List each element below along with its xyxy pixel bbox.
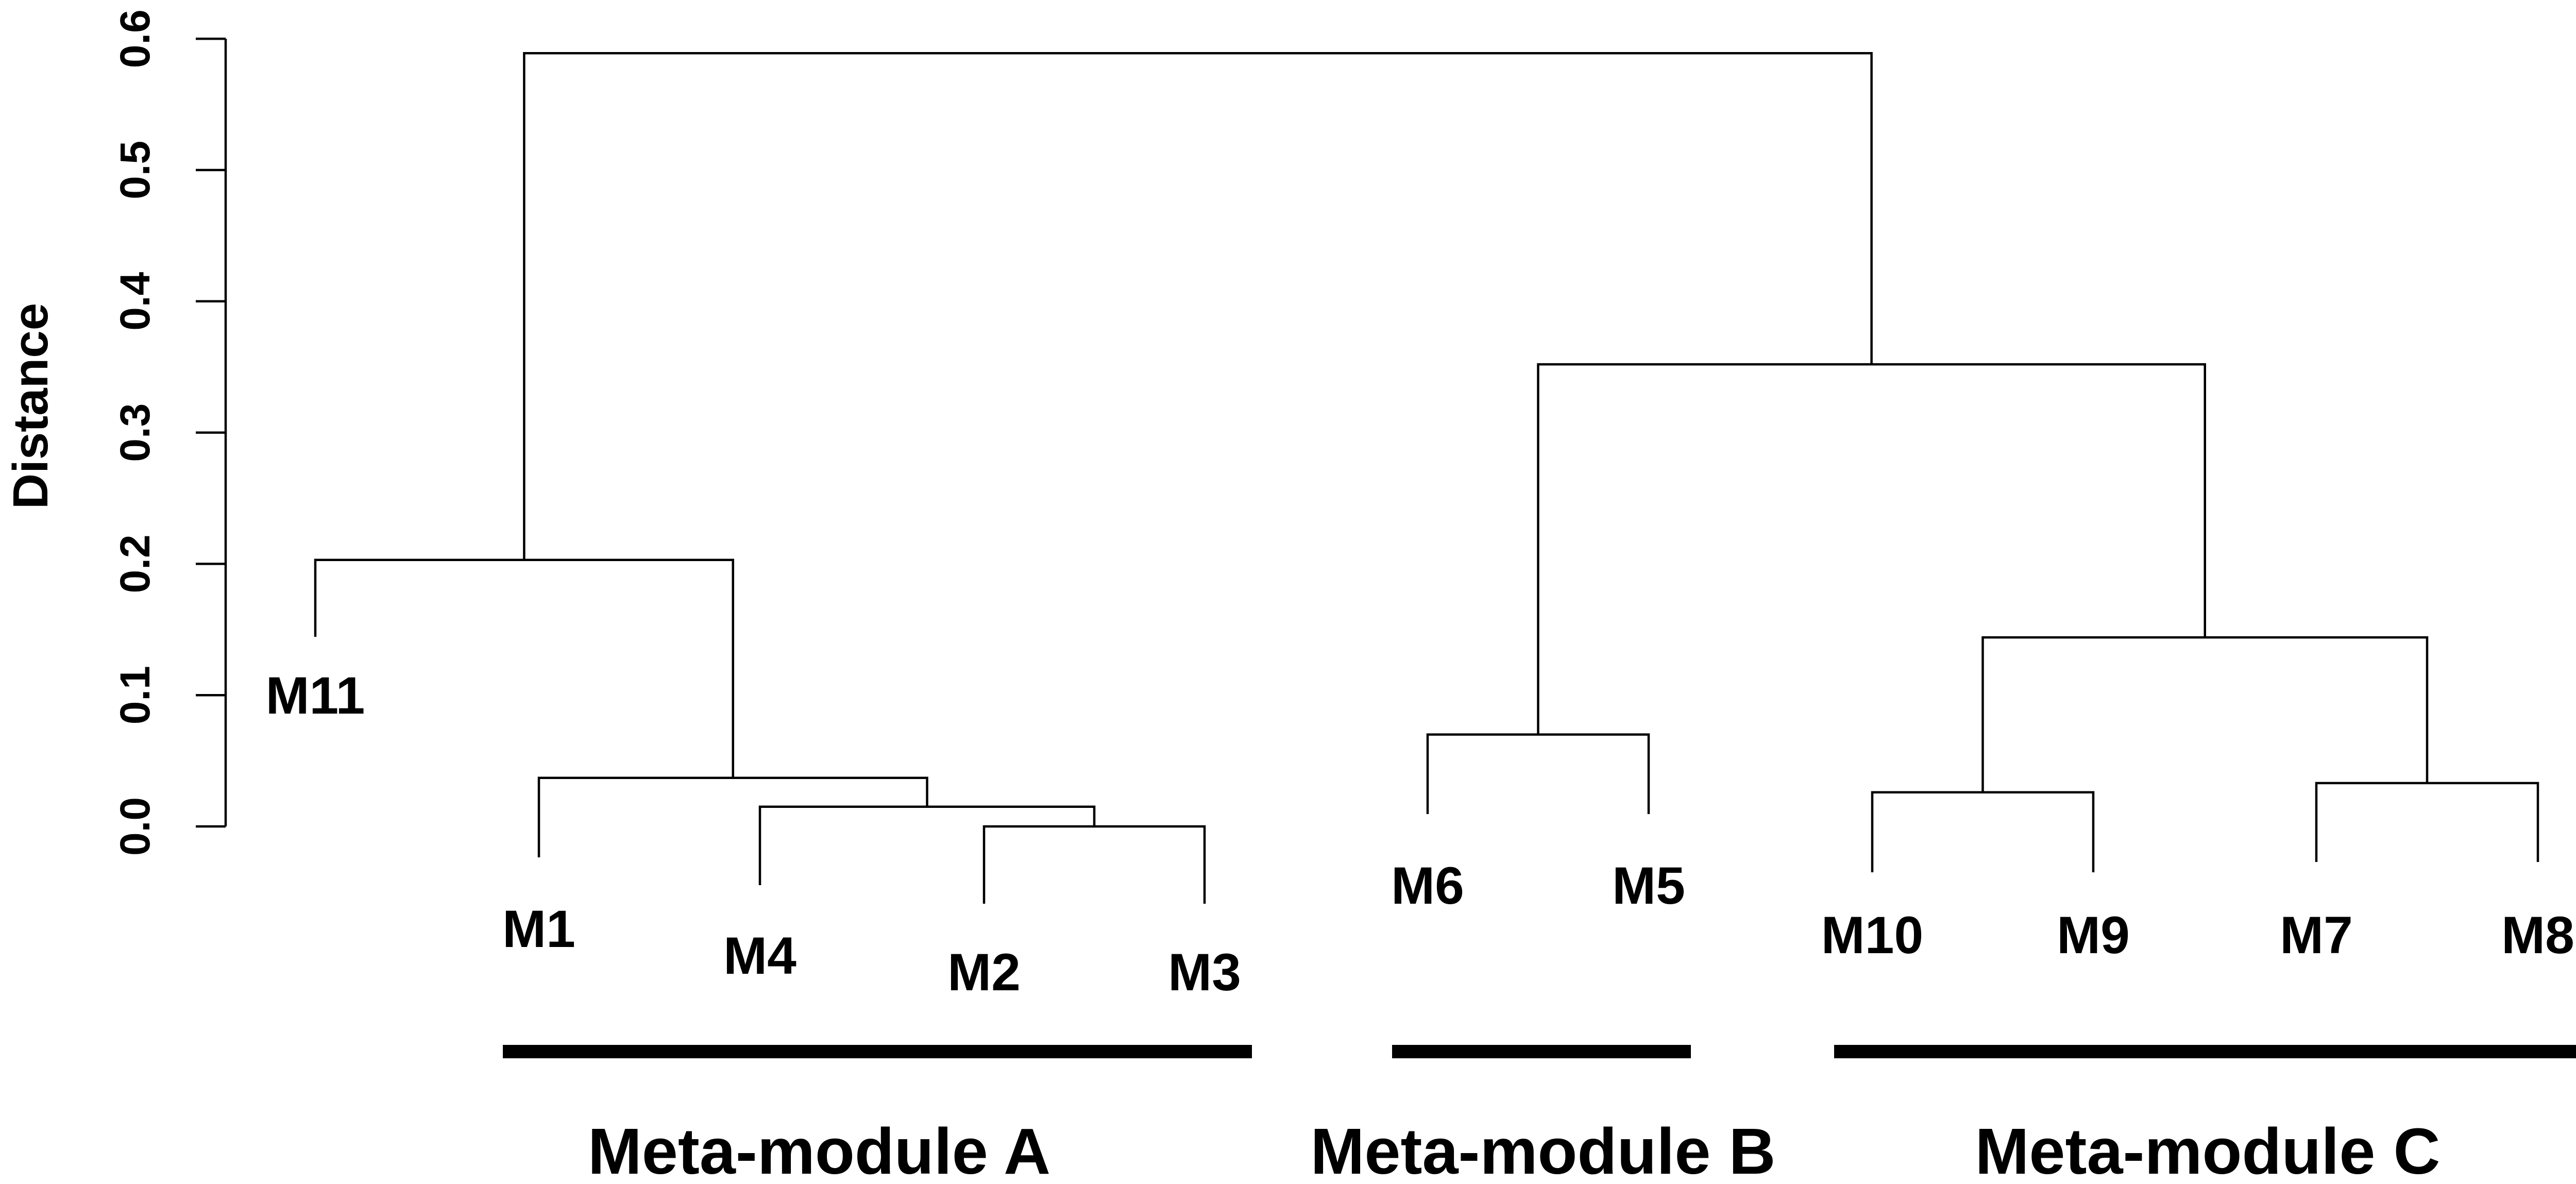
leaf-label: M7 — [2280, 906, 2353, 965]
leaf-label: M8 — [2501, 906, 2574, 965]
y-tick-label: 0.0 — [112, 797, 159, 856]
dendrogram-branch — [1426, 733, 1650, 814]
y-axis-title: Distance — [3, 303, 58, 509]
leaf-labels: M11 M1 M4 M2 M3 M6 M5 M10 M9 M7 M8 — [266, 666, 2574, 1002]
y-tick-label: 0.3 — [112, 403, 159, 462]
dendrogram-branch — [2315, 782, 2539, 862]
leaf-label: M4 — [723, 926, 796, 985]
leaf-label: M2 — [947, 943, 1021, 1002]
y-axis: 0.0 0.1 0.2 0.3 0.4 0.5 0.6 — [112, 9, 227, 856]
dendrogram-branches — [314, 52, 2539, 904]
leaf-label: M3 — [1168, 943, 1241, 1002]
meta-module-label: Meta-module A — [588, 1115, 1050, 1184]
meta-module-label: Meta-module B — [1310, 1115, 1775, 1184]
y-tick-label: 0.2 — [112, 534, 159, 593]
leaf-label: M10 — [1821, 906, 1923, 965]
y-tick-label: 0.5 — [112, 141, 159, 199]
meta-module-label: Meta-module C — [1975, 1115, 2440, 1184]
leaf-label: M9 — [2057, 906, 2130, 965]
dendrogram-branch — [537, 776, 928, 857]
dendrogram-branch — [523, 52, 1873, 560]
y-tick-label: 0.6 — [112, 9, 159, 68]
leaf-label: M1 — [502, 900, 575, 958]
dendrogram-branch — [1537, 363, 2206, 735]
y-tick-label: 0.1 — [112, 666, 159, 724]
leaf-label: M11 — [266, 666, 365, 725]
dendrogram-branch — [1871, 791, 2095, 872]
leaf-label: M6 — [1391, 856, 1464, 915]
dendrogram-branch — [1981, 636, 2429, 792]
dendrogram-branch — [758, 805, 1096, 885]
y-tick-label: 0.4 — [112, 272, 159, 330]
dendrogram-branch — [314, 559, 734, 778]
meta-module-groups: Meta-module A Meta-module B Meta-module C — [503, 1045, 2576, 1184]
leaf-label: M5 — [1612, 856, 1685, 915]
dendrogram-branch — [982, 825, 1206, 904]
